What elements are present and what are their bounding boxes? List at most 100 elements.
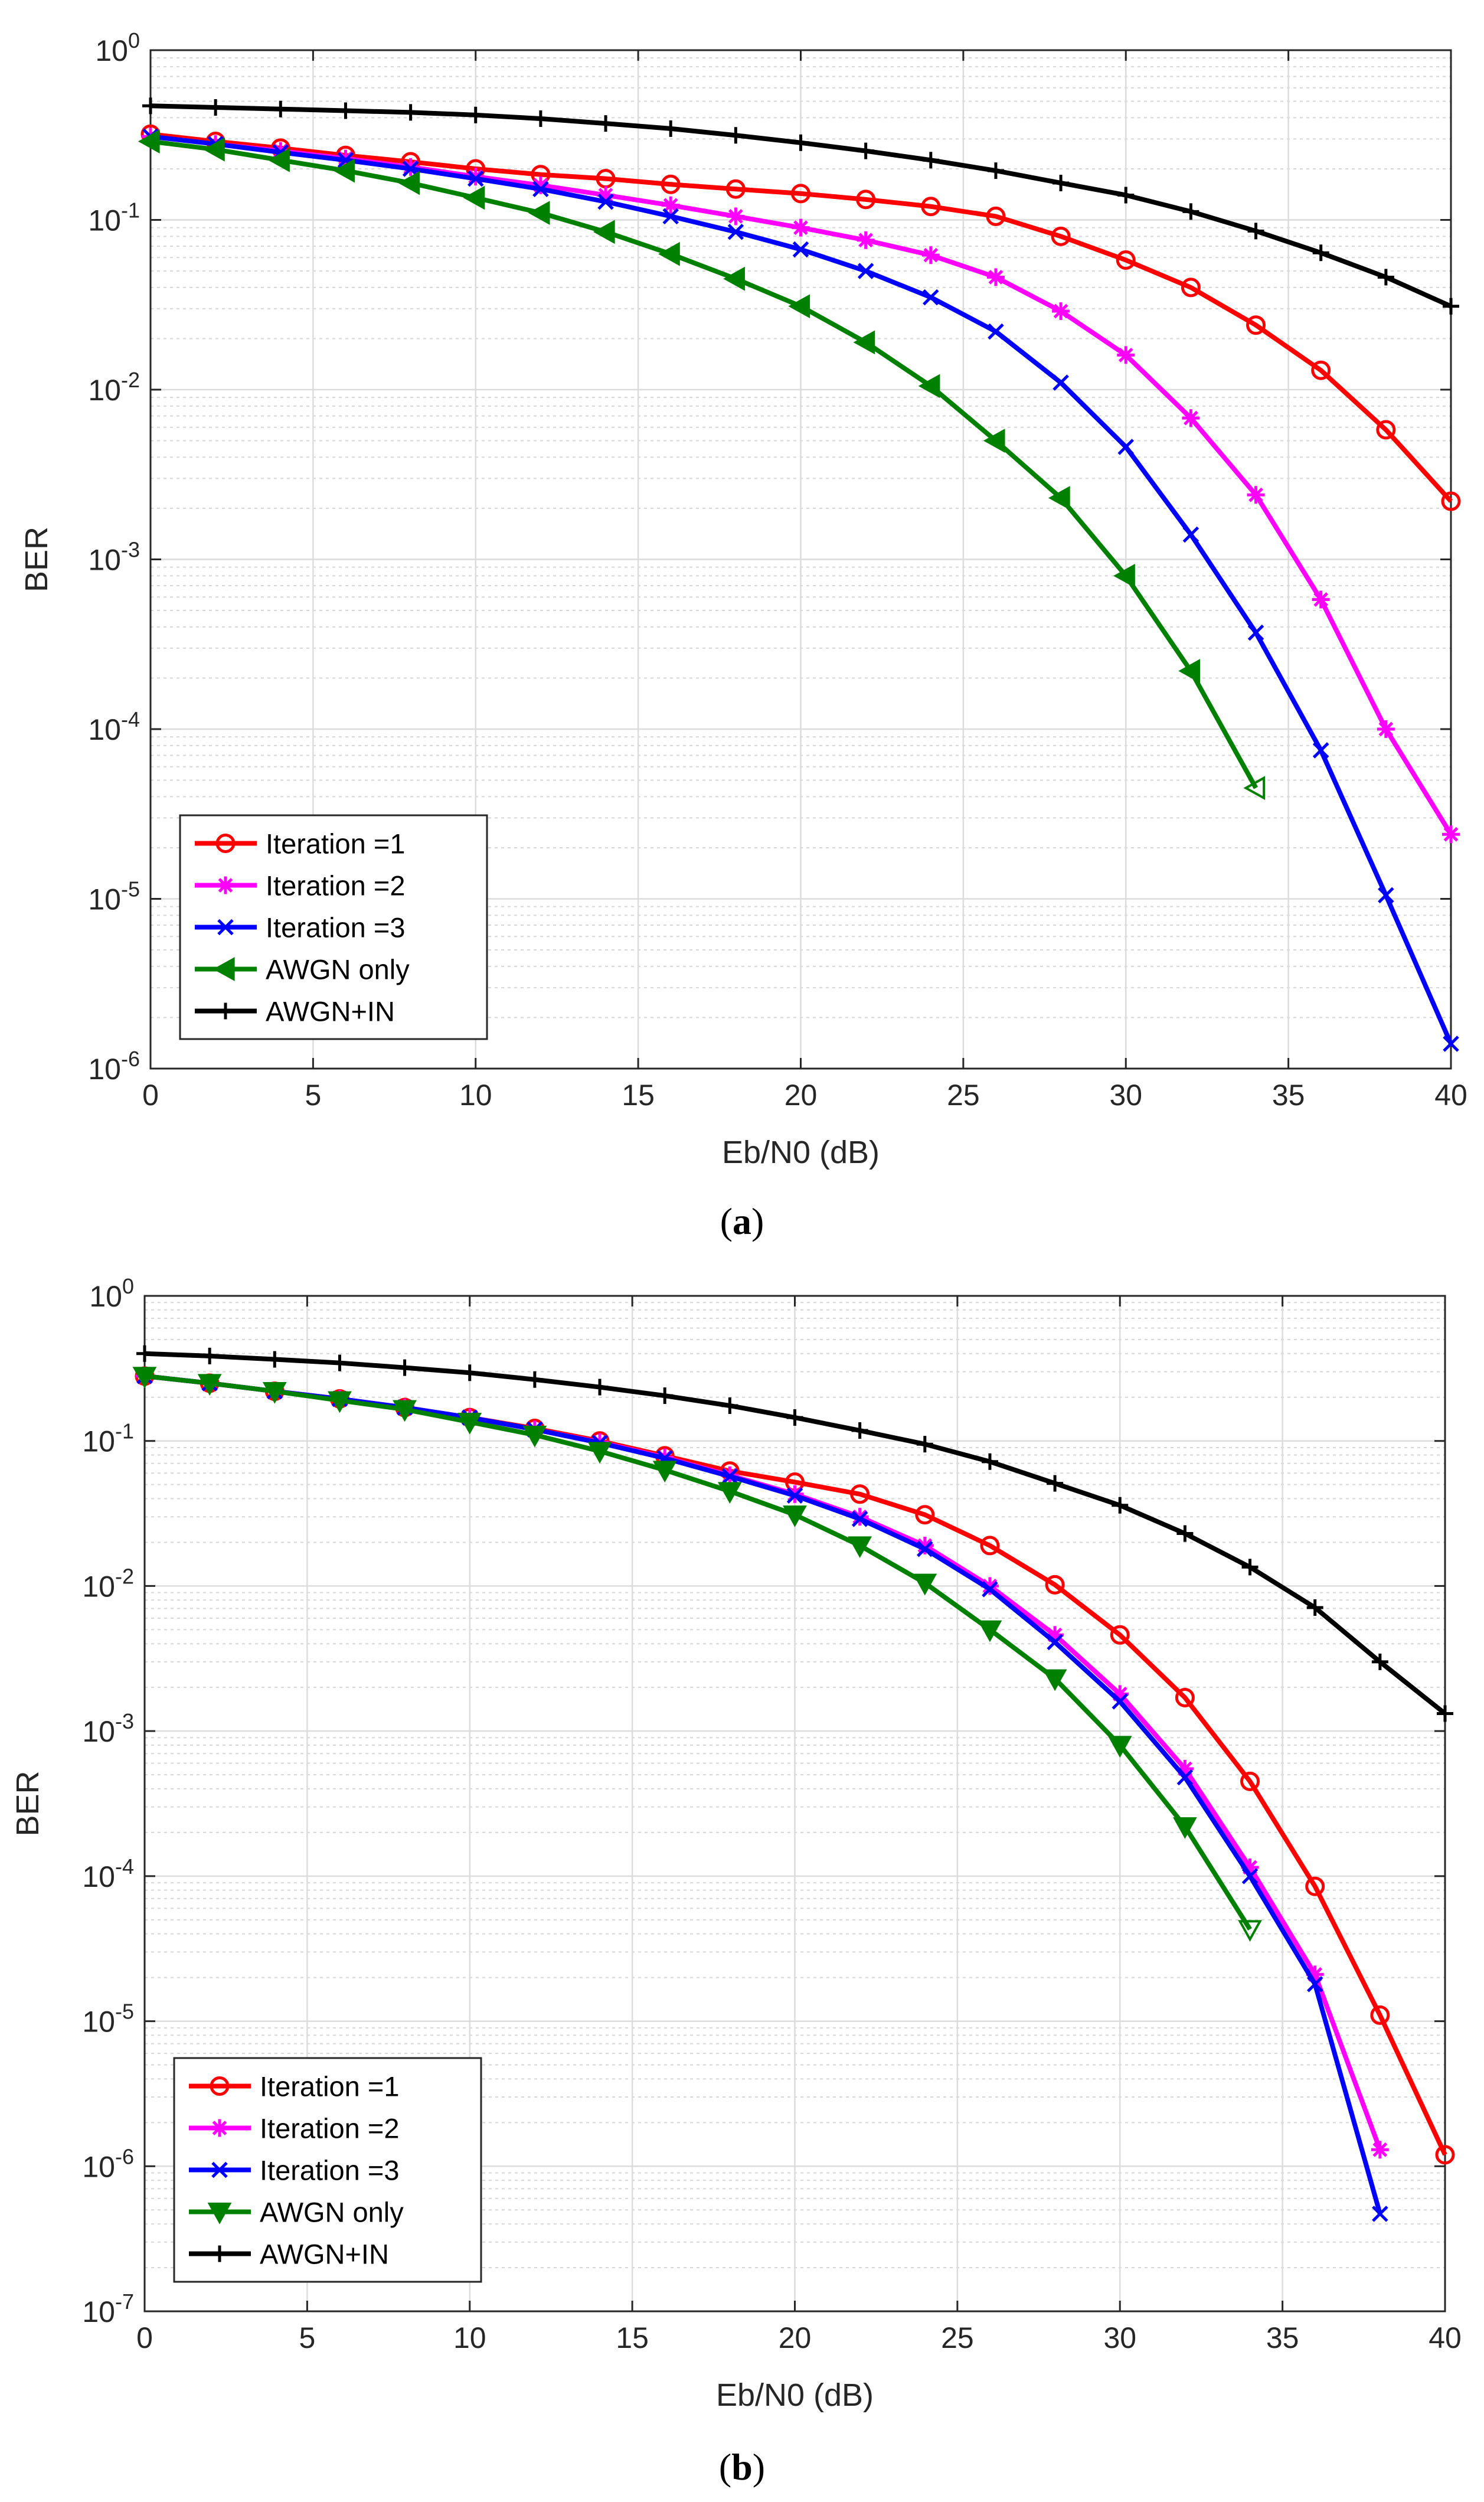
data-point-marker [532,181,549,197]
data-point-marker [1240,1771,1260,1791]
data-point-marker [1247,486,1265,504]
data-point-marker [1052,174,1070,191]
legend-item: AWGN only [189,2197,404,2228]
y-tick-label: 10-3 [82,1709,134,1748]
legend-item: Iteration =1 [189,2071,399,2102]
data-point-marker [913,1573,937,1596]
y-tick-label: 10-2 [82,1564,134,1603]
data-point-marker [788,294,810,319]
legend-label: AWGN only [266,954,410,985]
marker-stroke [1182,526,1199,543]
data-point-marker [1112,1497,1129,1514]
data-point-marker [1435,2145,1455,2165]
marker-stroke [1247,624,1264,641]
data-point-marker [662,208,679,225]
series-iteration-1 [140,124,1461,511]
y-axis: 100 10-1 10-2 10-3 10-4 10-5 10-6 10-7 [82,1274,1445,2328]
data-point-marker [658,241,680,266]
data-point-marker [923,289,939,306]
data-point-marker [1117,187,1135,204]
marker-stroke [923,247,939,263]
data-point-marker [1378,887,1394,904]
data-point-marker [786,1409,803,1426]
data-point-marker [337,102,354,119]
data-point-marker [203,137,225,162]
data-point-marker [723,266,745,291]
x-tick-label: 15 [622,1079,655,1112]
data-point-marker [215,834,236,853]
x-tick-label: 0 [142,1079,159,1112]
data-point-marker [1443,1036,1459,1052]
data-point-marker [1312,742,1329,759]
x-axis-label: Eb/N0 (dB) [722,1135,880,1170]
data-point-marker [662,196,680,214]
data-point-marker [522,1425,547,1448]
data-point-marker [1312,590,1330,609]
y-tick-label: 10-7 [82,2289,134,2328]
data-point-marker [1117,346,1135,364]
data-point-marker [463,185,485,210]
legend-label: AWGN+IN [266,996,395,1027]
data-point-marker [1306,1599,1323,1616]
data-point-marker [1238,1920,1262,1942]
legend-label: Iteration =2 [266,870,405,901]
data-point-marker [851,1511,868,1527]
marker-stroke [1047,1634,1063,1651]
x-tick-label: 10 [459,1079,492,1112]
data-point-marker [915,1505,935,1525]
data-point-marker [1371,1653,1388,1670]
marker-stroke [1372,2142,1388,2157]
data-point-marker [1181,277,1201,298]
data-point-marker [1377,269,1394,286]
data-point-marker [721,1468,738,1485]
data-point-marker [1182,526,1199,543]
data-point-marker [398,171,420,195]
data-point-marker [792,218,810,237]
marker-stroke [728,209,743,224]
x-tick-label: 5 [299,2321,315,2354]
legend: Iteration =1 Iteration =2 Iteration =3 AWGN… [179,814,488,1040]
x-tick-label: 20 [785,1079,818,1112]
data-point-marker [213,957,235,981]
y-tick-label: 10-1 [88,198,140,237]
marker-stroke [917,1538,933,1553]
data-point-marker [1045,1575,1065,1595]
data-point-marker [217,1002,234,1020]
data-point-marker [922,152,939,169]
data-point-marker [1306,1976,1323,1993]
series-line [144,1373,1252,1931]
legend-item: Iteration =2 [189,2113,399,2144]
data-point-marker [210,2076,230,2096]
marker-stroke [1053,303,1068,319]
data-point-marker [217,919,234,936]
y-tick-label: 10-4 [82,1854,134,1893]
data-point-marker [1247,624,1264,641]
legend-item: AWGN only [195,954,410,985]
data-point-marker [217,876,234,894]
series-awgn-in [142,97,1459,315]
marker-stroke [1313,592,1329,607]
data-point-marker [917,1540,933,1557]
data-point-marker [331,1354,348,1371]
data-point-marker [197,1374,222,1396]
data-point-marker [1176,1525,1194,1542]
x-tick-label: 5 [305,1079,321,1112]
data-point-marker [207,99,224,116]
data-point-marker [1377,720,1395,738]
data-point-marker [597,115,614,132]
y-tick-label: 10-6 [88,1047,140,1086]
data-point-marker [1116,250,1136,270]
data-point-marker [1117,439,1135,455]
x-axis: 0 5 10 15 20 25 30 35 40 [142,50,1467,1112]
legend-item: Iteration =2 [195,870,405,901]
legend-label: Iteration =2 [260,2113,399,2144]
data-point-marker [587,1442,612,1464]
x-tick-label: 35 [1272,1079,1305,1112]
legend-label: Iteration =1 [260,2071,399,2102]
marker-stroke [1378,721,1394,737]
data-point-marker [1246,315,1266,335]
marker-stroke [1372,2206,1388,2222]
marker-stroke [1052,374,1069,391]
data-point-marker [457,1413,482,1435]
data-point-marker [393,1400,417,1422]
